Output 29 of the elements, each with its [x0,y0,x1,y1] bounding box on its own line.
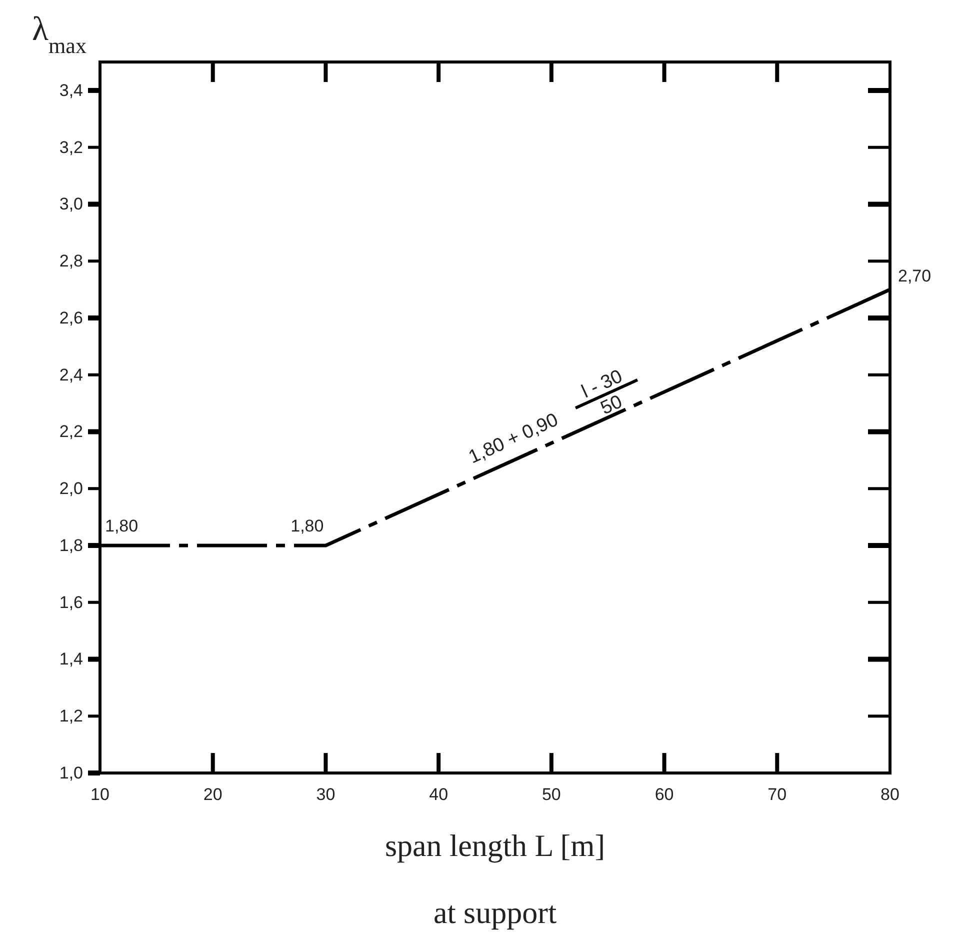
annotation: 50 [598,391,626,420]
x-tick-label: 60 [654,785,674,804]
x-tick-label: 80 [880,785,900,804]
x-axis-title: span length L [m] [384,828,606,863]
y-tick-label: 3,0 [59,194,83,214]
y-tick-label: 2,2 [59,422,83,442]
y-tick-label: 2,6 [59,308,83,328]
x-tick-label: 30 [316,785,336,804]
annotation: 1,80 [290,516,324,536]
y-tick-label: 1,0 [59,763,83,782]
annotation: 2,70 [898,266,932,286]
y-tick-label: 3,4 [59,80,83,100]
y-tick-label: 1,2 [59,706,83,726]
x-tick-label: 70 [768,785,787,804]
y-tick-label: 2,0 [59,479,83,498]
annotation: 1,80 + 0,90 [466,410,562,468]
x-tick-label: 40 [429,785,448,804]
y-tick-label: 1,4 [59,650,83,669]
y-axis-title: λ$_{max}$ [32,11,87,58]
y-tick-label: 2,4 [59,365,83,384]
x-tick-label: 10 [90,785,110,804]
y-tick-label: 1,6 [59,592,83,612]
y-tick-label: 3,2 [59,138,83,157]
x-tick-label: 20 [203,785,222,804]
y-tick-label: 1,8 [59,536,83,555]
y-tick-label: 2,8 [59,252,83,271]
annotation: 1,80 [105,516,138,536]
x-tick-label: 50 [542,785,561,804]
text: at support [433,895,557,930]
